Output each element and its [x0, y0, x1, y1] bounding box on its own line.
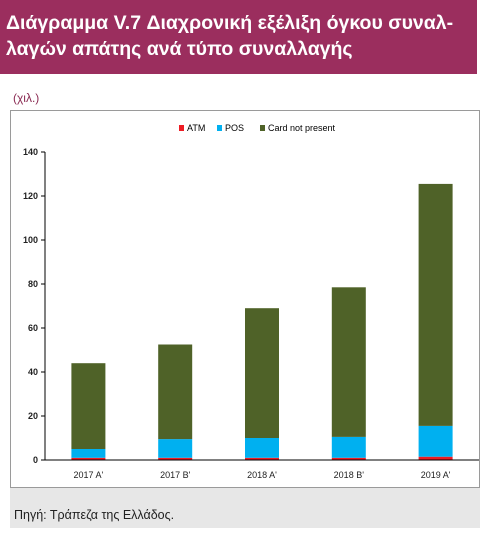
- legend-swatch-2: [260, 125, 265, 131]
- x-tick-label-4: 2019 A': [421, 470, 451, 480]
- bar-2-1: [245, 438, 279, 458]
- chart-title: Διάγραμμα V.7 Διαχρονική εξέλιξη όγκου σ…: [6, 12, 454, 60]
- chart-title-band: Διάγραμμα V.7 Διαχρονική εξέλιξη όγκου σ…: [0, 0, 477, 74]
- y-tick-label-20: 20: [28, 411, 38, 421]
- x-tick-label-1: 2017 B': [160, 470, 191, 480]
- bar-4-1: [418, 425, 453, 457]
- x-axis: 2017 A' 2017 B' 2018 A' 2018 B' 2019 A': [45, 459, 479, 480]
- chart-area: ATM POS Card not present 0 20 40 60 80 100 120 14…: [10, 110, 480, 488]
- bar-2-2: [245, 308, 279, 438]
- bar-1-1: [158, 439, 193, 458]
- y-tick-label-120: 120: [23, 191, 38, 201]
- x-tick-label-3: 2018 B': [334, 470, 365, 480]
- y-tick-label-80: 80: [28, 279, 38, 289]
- bar-4-2: [418, 183, 453, 426]
- y-tick-label-60: 60: [28, 323, 38, 333]
- y-tick-label-140: 140: [23, 147, 38, 157]
- bar-2-0: [245, 457, 279, 460]
- x-tick-label-0: 2017 A': [74, 470, 104, 480]
- legend-label-2: Card not present: [268, 123, 336, 133]
- legend: ATM POS Card not present: [179, 123, 336, 133]
- bar-0-1: [71, 449, 106, 458]
- legend-swatch-1: [217, 125, 222, 131]
- legend-label-1: POS: [225, 123, 244, 133]
- bar-3-0: [331, 457, 366, 460]
- bar-chart: ATM POS Card not present 0 20 40 60 80 100 120 14…: [23, 123, 479, 482]
- y-axis: 0 20 40 60 80 100 120 140: [23, 147, 46, 465]
- legend-label-0: ATM: [187, 123, 205, 133]
- y-tick-label-100: 100: [23, 235, 38, 245]
- bar-4-0: [418, 456, 453, 460]
- x-tick-label-2: 2018 A': [247, 470, 277, 480]
- unit-label: (χιλ.): [13, 91, 40, 105]
- source-note: Πηγή: Τράπεζα της Ελλάδος.: [10, 488, 480, 528]
- y-tick-label-40: 40: [28, 367, 38, 377]
- bar-0-0: [71, 457, 106, 460]
- bar-3-1: [331, 436, 366, 458]
- bar-3-2: [331, 287, 366, 437]
- bar-1-2: [158, 344, 193, 440]
- bars: [71, 183, 453, 460]
- legend-swatch-0: [179, 125, 184, 131]
- bar-1-0: [158, 457, 193, 460]
- bar-0-2: [71, 363, 106, 449]
- y-tick-label-0: 0: [33, 455, 38, 465]
- source-text: Πηγή: Τράπεζα της Ελλάδος.: [14, 508, 175, 522]
